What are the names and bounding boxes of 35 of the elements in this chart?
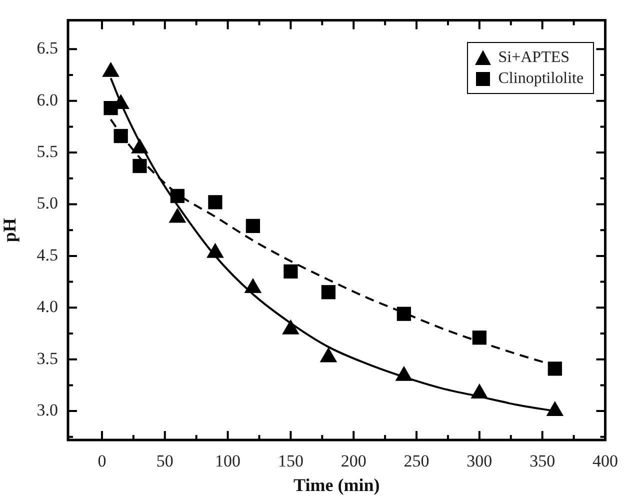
x-tick-label: 0 bbox=[98, 452, 106, 471]
point bbox=[396, 306, 412, 321]
point bbox=[208, 195, 222, 210]
x-tick-label: 100 bbox=[215, 452, 241, 471]
y-tick-label: 3.0 bbox=[36, 400, 58, 420]
x-tick-label: 400 bbox=[592, 452, 618, 471]
x-tick-label: 50 bbox=[156, 452, 174, 471]
y-tick-label: 6.0 bbox=[36, 90, 58, 110]
point bbox=[321, 285, 336, 300]
legend-label: Si+APTES bbox=[498, 48, 570, 68]
y-tick-label: 5.5 bbox=[36, 142, 58, 162]
x-tick-label: 300 bbox=[466, 452, 492, 471]
point bbox=[132, 158, 147, 174]
point bbox=[284, 264, 298, 279]
y-tick-label: 5.0 bbox=[36, 194, 58, 213]
x-tick-label: 150 bbox=[278, 452, 304, 471]
x-tick-label: 350 bbox=[530, 452, 556, 471]
y-tick-label: 4.0 bbox=[36, 297, 58, 316]
y-tick-label: 6.5 bbox=[36, 38, 58, 58]
point bbox=[320, 347, 338, 362]
y-axis-title: pH bbox=[0, 218, 20, 242]
x-axis-title: Time (min) bbox=[294, 474, 380, 495]
point bbox=[470, 383, 488, 398]
point bbox=[546, 401, 564, 416]
point bbox=[114, 128, 128, 144]
legend-label: Clinoptilolite bbox=[498, 69, 584, 90]
y-tick-label: 4.5 bbox=[36, 245, 58, 264]
x-tick-label: 200 bbox=[340, 452, 366, 471]
x-tick-label: 250 bbox=[404, 452, 430, 471]
point bbox=[395, 366, 413, 381]
point bbox=[282, 319, 300, 334]
point bbox=[246, 218, 260, 234]
y-tick-label: 3.5 bbox=[36, 348, 58, 368]
point bbox=[170, 188, 185, 204]
point bbox=[244, 278, 262, 294]
